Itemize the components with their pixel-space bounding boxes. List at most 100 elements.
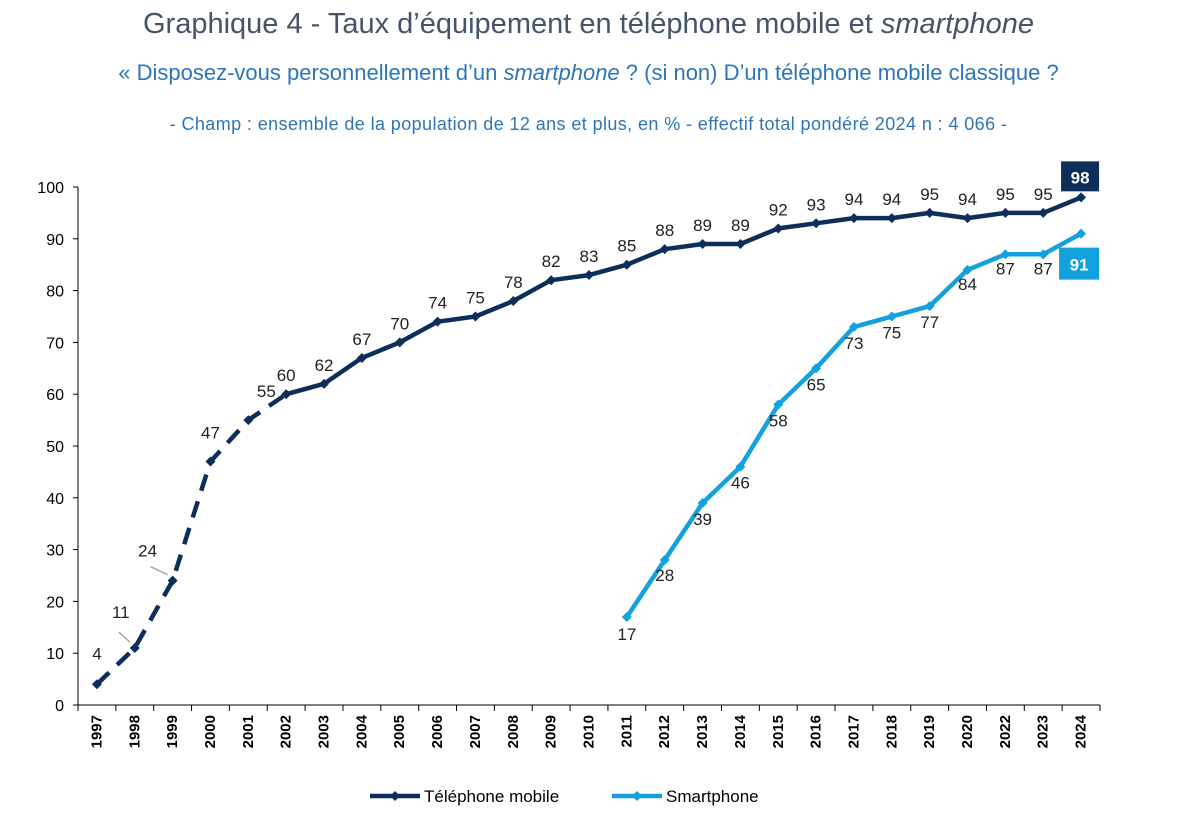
y-tick-label: 40 — [46, 491, 64, 508]
x-tick-label: 2003 — [316, 715, 333, 748]
mobile-point — [243, 415, 254, 426]
mobile-point — [91, 679, 102, 690]
mobile-line-dashed-segment — [95, 392, 288, 686]
mobile-data-label: 47 — [201, 424, 220, 443]
smartphone-point — [848, 321, 859, 332]
smartphone-point — [659, 554, 670, 565]
mobile-data-label: 93 — [807, 195, 826, 214]
y-tick-label: 20 — [46, 594, 64, 611]
mobile-data-label: 95 — [996, 185, 1015, 204]
mobile-point — [886, 213, 897, 224]
highlight-label-box — [1061, 161, 1100, 192]
legend-marker-mobile — [390, 791, 400, 801]
x-tick-label: 2010 — [581, 715, 598, 748]
smartphone-data-label: 84 — [958, 275, 977, 294]
mobile-data-label: 75 — [466, 289, 485, 308]
mobile-point — [1038, 207, 1049, 218]
x-tick-label: 2007 — [467, 715, 484, 748]
y-tick-label: 90 — [46, 232, 64, 249]
smartphone-data-label: 91 — [1070, 256, 1089, 275]
mobile-point — [470, 311, 481, 322]
mobile-data-label: 67 — [352, 330, 371, 349]
y-tick-label: 10 — [46, 646, 64, 663]
smartphone-point — [1000, 249, 1011, 260]
smartphone-data-label: 28 — [655, 566, 674, 585]
mobile-point — [281, 389, 292, 400]
x-tick-label: 2005 — [391, 715, 408, 748]
mobile-point — [773, 223, 784, 234]
y-tick-label: 50 — [46, 439, 64, 456]
mobile-point — [432, 316, 443, 327]
smartphone-point — [962, 264, 973, 275]
smartphone-point — [811, 363, 822, 374]
mobile-data-label: 92 — [769, 200, 788, 219]
x-tick-label: 2023 — [1035, 715, 1052, 748]
x-tick-label: 2018 — [883, 715, 900, 748]
mobile-point — [129, 643, 140, 654]
x-tick-label: 2024 — [1073, 714, 1090, 748]
mobile-data-label: 85 — [617, 237, 636, 256]
x-tick-label: 2006 — [429, 715, 446, 748]
x-tick-label: 2013 — [694, 715, 711, 748]
mobile-point — [697, 238, 708, 249]
mobile-data-label: 94 — [958, 190, 977, 209]
smartphone-data-label: 39 — [693, 510, 712, 529]
smartphone-data-label: 17 — [617, 625, 636, 644]
mobile-data-label: 82 — [542, 252, 561, 271]
x-tick-label: 2012 — [656, 715, 673, 748]
x-tick-label: 2020 — [959, 715, 976, 748]
smartphone-data-label: 46 — [731, 474, 750, 493]
mobile-point — [924, 207, 935, 218]
mobile-data-label: 60 — [277, 366, 296, 385]
mobile-point — [1076, 192, 1087, 203]
mobile-point — [1000, 207, 1011, 218]
legend-marker-smartphone — [632, 791, 642, 801]
mobile-point — [508, 295, 519, 306]
legend-label-mobile: Téléphone mobile — [424, 787, 559, 806]
mobile-point — [584, 270, 594, 281]
mobile-data-label: 70 — [390, 314, 409, 333]
chart-subtitle: « Disposez-vous personnellement d’un sma… — [0, 60, 1177, 86]
mobile-point — [167, 575, 178, 586]
x-tick-label: 1998 — [126, 715, 143, 748]
mobile-data-label: 78 — [504, 273, 523, 292]
mobile-point — [546, 275, 557, 286]
smartphone-data-label: 77 — [920, 313, 939, 332]
smartphone-data-label: 73 — [845, 334, 864, 353]
x-tick-label: 2015 — [770, 715, 787, 748]
subtitle-post-text: ? (si non) D’un téléphone mobile classiq… — [619, 60, 1059, 85]
chart-note: - Champ : ensemble de la population de 1… — [169, 114, 1008, 134]
label-leader-line — [118, 631, 131, 643]
x-tick-label: 2017 — [845, 715, 862, 748]
mobile-point — [811, 218, 822, 229]
highlight-label-box — [1059, 247, 1100, 280]
smartphone-data-label: 87 — [1034, 259, 1053, 278]
smartphone-point — [886, 311, 897, 322]
mobile-data-label: 11 — [112, 603, 130, 622]
title-main-text: Graphique 4 - Taux d’équipement en télép… — [142, 8, 881, 40]
y-tick-label: 70 — [46, 335, 64, 352]
smartphone-point — [735, 461, 746, 472]
mobile-data-label: 83 — [580, 247, 599, 266]
smartphone-point — [697, 497, 708, 508]
subtitle-pre-text: « Disposez-vous personnellement d’un — [118, 60, 504, 85]
mobile-data-label: 95 — [920, 185, 939, 204]
mobile-data-label: 89 — [731, 216, 750, 235]
smartphone-point — [621, 611, 632, 622]
x-tick-label: 2016 — [808, 715, 825, 748]
smartphone-point — [773, 399, 784, 410]
y-tick-label: 100 — [37, 180, 64, 197]
line-chart: 0 10 20 30 40 50 60 70 80 90 100 1997 1998 1999 2000 20… — [37, 161, 1101, 806]
mobile-line-solid-segment — [285, 195, 1082, 397]
x-tick-label: 2004 — [353, 714, 370, 748]
mobile-point — [848, 213, 859, 224]
subtitle-italic-text: smartphone — [503, 60, 620, 85]
x-tick-label: 2014 — [732, 714, 749, 748]
x-tick-label: 1999 — [164, 715, 181, 748]
mobile-data-label: 88 — [655, 221, 674, 240]
mobile-point — [621, 259, 632, 270]
title-italic-text: smartphone — [880, 8, 1034, 40]
mobile-point — [735, 238, 746, 249]
x-tick-label: 2009 — [543, 715, 560, 748]
x-tick-label: 2011 — [618, 715, 635, 748]
